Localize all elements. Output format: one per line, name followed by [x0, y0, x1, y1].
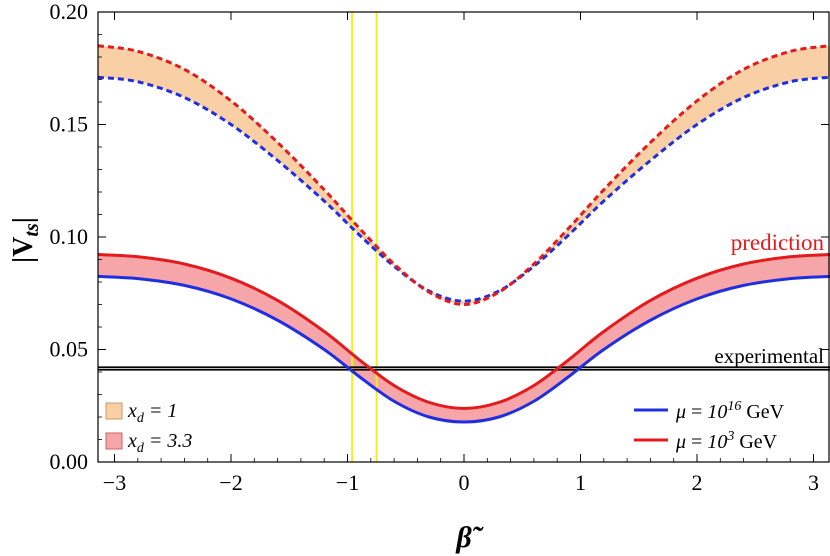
series-line-2 — [97, 75, 830, 303]
y-tick-label: 0.20 — [50, 0, 89, 24]
legend-bands: xd = 1 xd = 3.3 — [105, 400, 192, 456]
uncertainty-bands — [98, 45, 830, 422]
annotation-experimental: experimental — [714, 344, 824, 368]
plot-frame — [97, 11, 830, 463]
legend-label-mu16: μ = 1016 GeV — [675, 399, 785, 423]
annotation-prediction: prediction — [731, 230, 825, 255]
x-axis-label: β̃ — [455, 521, 484, 554]
legend-label-xd33: xd = 3.3 — [127, 430, 192, 456]
legend-swatch-xd1 — [105, 402, 123, 420]
x-tick-label: 2 — [692, 470, 703, 495]
series-line-1 — [97, 253, 830, 410]
x-tick-label: −1 — [336, 470, 359, 495]
x-tick-label: −3 — [103, 470, 126, 495]
y-tick-label: 0.05 — [50, 337, 89, 362]
legend-lines: μ = 1016 GeV μ = 103 GeV — [634, 399, 785, 453]
legend-swatch-xd33 — [105, 432, 123, 450]
plot-border — [97, 11, 830, 463]
x-tick-label: 1 — [575, 470, 586, 495]
x-tick-label: −2 — [219, 470, 242, 495]
band-0 — [98, 45, 830, 305]
x-tick-label: 0 — [459, 470, 470, 495]
y-tick-label: 0.15 — [50, 112, 89, 137]
legend-label-xd1: xd = 1 — [127, 400, 177, 426]
series-lines — [97, 44, 830, 424]
y-axis-label: |Vts| — [8, 217, 43, 263]
x-tick-label: 3 — [808, 470, 819, 495]
axis-ticks: −3 −2 −1 0 1 2 3 0.00 0.05 0.10 0.15 0.20 — [50, 0, 829, 495]
experimental-lines — [98, 366, 830, 371]
series-line-0 — [97, 274, 830, 424]
y-tick-label: 0.10 — [50, 224, 89, 249]
legend-label-mu3: μ = 103 GeV — [675, 429, 778, 453]
band-1 — [98, 254, 830, 422]
y-tick-label: 0.00 — [50, 449, 89, 474]
yellow-reference-lines — [351, 12, 378, 462]
series-line-3 — [97, 44, 830, 307]
